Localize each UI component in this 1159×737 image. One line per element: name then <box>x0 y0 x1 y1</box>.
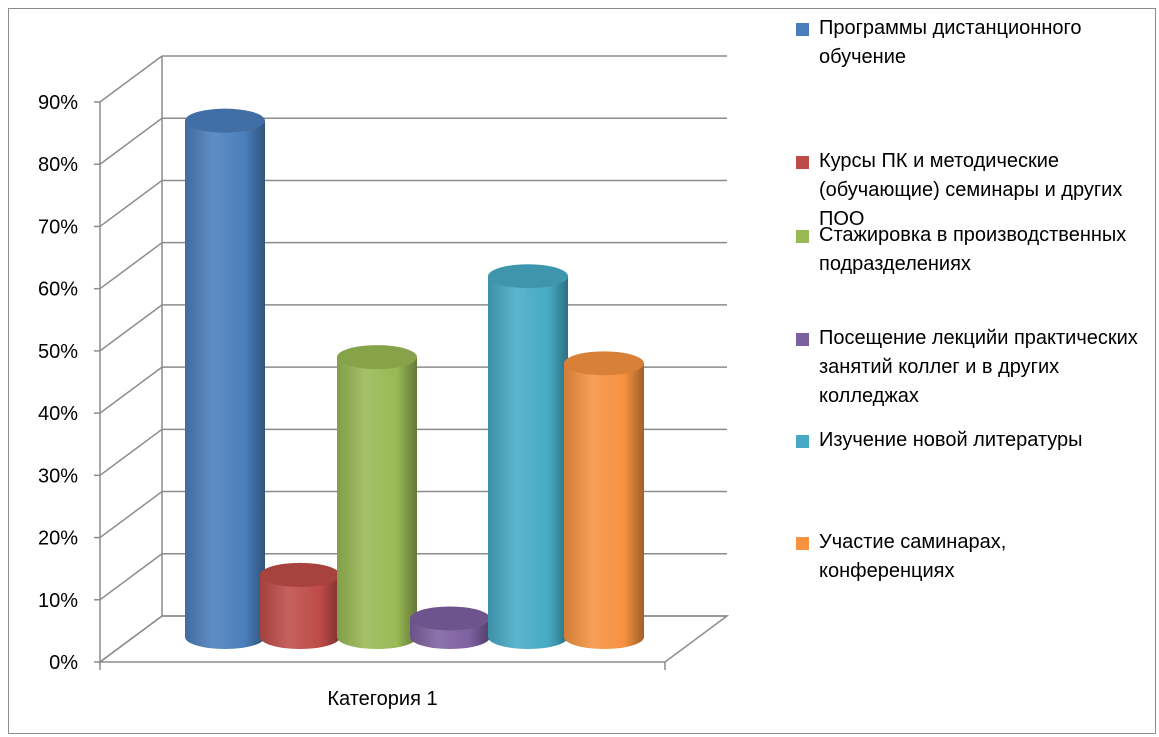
gridline-side <box>99 615 163 663</box>
gridline-side <box>99 55 163 103</box>
legend-label: Посещение лекцийи практических занятий к… <box>819 327 1138 407</box>
gridline-side <box>99 304 163 352</box>
legend-item: Участие саминарах, конференциях <box>796 528 1146 586</box>
bar-cylinder-body <box>260 574 340 649</box>
legend-swatch <box>796 537 809 550</box>
legend-item: Курсы ПК и методические (обучающие) семи… <box>796 147 1146 234</box>
bar-cylinder-top <box>337 345 417 370</box>
y-tick-label: 50% <box>38 341 78 363</box>
y-tick-label: 40% <box>38 403 78 425</box>
bar-cylinder-body <box>564 363 644 649</box>
legend-item: Стажировка в производственных подразделе… <box>796 221 1146 279</box>
legend-swatch <box>796 435 809 448</box>
bar-cylinder-body <box>185 120 265 649</box>
bar-cylinder-body <box>337 357 417 649</box>
gridline-side <box>99 179 163 228</box>
legend-item: Программы дистанционного обучение <box>796 14 1146 72</box>
bar-cylinder-top <box>564 351 644 376</box>
gridline-side <box>99 428 163 476</box>
gridline-side <box>99 490 163 539</box>
legend-swatch <box>796 23 809 36</box>
y-tick-label: 10% <box>38 590 78 612</box>
y-tick-label: 20% <box>38 528 78 550</box>
y-tick-label: 80% <box>38 154 78 176</box>
bar-cylinder-top <box>488 264 568 289</box>
legend-label: Программы дистанционного обучение <box>819 17 1082 68</box>
legend-label: Курсы ПК и методические (обучающие) семи… <box>819 150 1123 230</box>
y-tick-label: 70% <box>38 216 78 238</box>
legend-item: Посещение лекцийи практических занятий к… <box>796 324 1146 411</box>
legend-item: Изучение новой литературы <box>796 426 1146 455</box>
y-tick-label: 0% <box>49 652 78 674</box>
y-tick-label: 60% <box>38 279 78 301</box>
legend-label: Участие саминарах, конференциях <box>819 531 1007 582</box>
gridline-side <box>99 117 163 165</box>
bar-cylinder-top <box>410 606 490 631</box>
bar-cylinder-body <box>488 276 568 649</box>
y-tick-label: 90% <box>38 92 78 114</box>
legend-label: Стажировка в производственных подразделе… <box>819 224 1127 275</box>
bar-cylinder-top <box>185 108 265 133</box>
legend-swatch <box>796 230 809 243</box>
gridline-side <box>99 553 163 601</box>
bar-cylinder-top <box>260 562 340 587</box>
legend-label: Изучение новой литературы <box>819 429 1083 451</box>
legend-swatch <box>796 156 809 169</box>
legend-swatch <box>796 333 809 346</box>
x-tick-label: Категория 1 <box>327 688 437 710</box>
gridline-side <box>99 242 163 290</box>
gridline-side <box>99 366 163 414</box>
y-tick-label: 30% <box>38 465 78 487</box>
